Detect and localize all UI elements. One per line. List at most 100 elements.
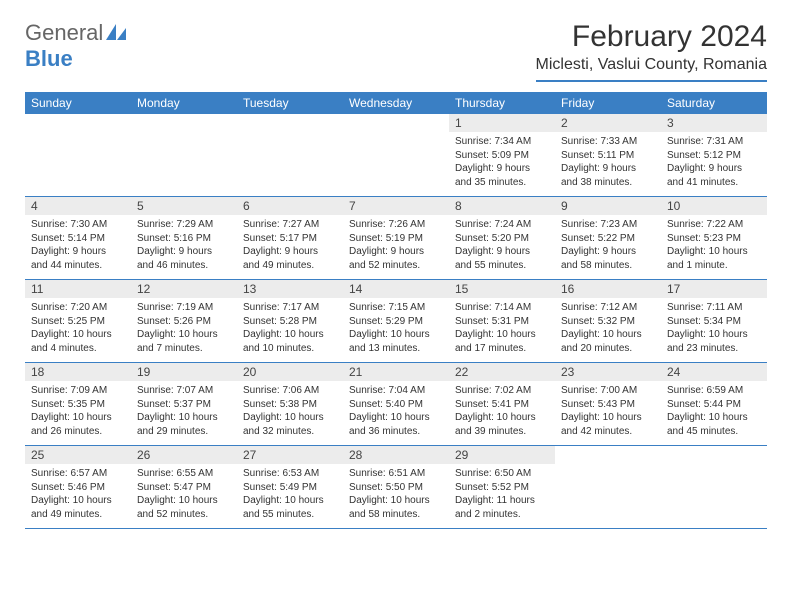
calendar-empty xyxy=(661,446,767,529)
calendar-day: 28Sunrise: 6:51 AMSunset: 5:50 PMDayligh… xyxy=(343,446,449,529)
calendar-day: 20Sunrise: 7:06 AMSunset: 5:38 PMDayligh… xyxy=(237,363,343,446)
calendar-day: 17Sunrise: 7:11 AMSunset: 5:34 PMDayligh… xyxy=(661,280,767,363)
day-number: 16 xyxy=(555,280,661,298)
calendar-empty xyxy=(25,114,131,197)
day-details: Sunrise: 7:09 AMSunset: 5:35 PMDaylight:… xyxy=(25,381,131,441)
day-details: Sunrise: 7:17 AMSunset: 5:28 PMDaylight:… xyxy=(237,298,343,358)
day-number: 25 xyxy=(25,446,131,464)
day-number: 1 xyxy=(449,114,555,132)
day-details: Sunrise: 7:34 AMSunset: 5:09 PMDaylight:… xyxy=(449,132,555,192)
day-details: Sunrise: 6:50 AMSunset: 5:52 PMDaylight:… xyxy=(449,464,555,524)
weekday-header: Sunday xyxy=(25,92,131,114)
calendar-row: 11Sunrise: 7:20 AMSunset: 5:25 PMDayligh… xyxy=(25,280,767,363)
weekday-header: Friday xyxy=(555,92,661,114)
logo-part2: Blue xyxy=(25,46,73,71)
calendar-body: 1Sunrise: 7:34 AMSunset: 5:09 PMDaylight… xyxy=(25,114,767,529)
header: General Blue February 2024 Miclesti, Vas… xyxy=(25,20,767,82)
day-number: 21 xyxy=(343,363,449,381)
day-details: Sunrise: 7:11 AMSunset: 5:34 PMDaylight:… xyxy=(661,298,767,358)
day-number: 8 xyxy=(449,197,555,215)
day-number: 6 xyxy=(237,197,343,215)
day-number: 19 xyxy=(131,363,237,381)
day-details: Sunrise: 6:59 AMSunset: 5:44 PMDaylight:… xyxy=(661,381,767,441)
logo: General Blue xyxy=(25,20,126,72)
calendar-row: 25Sunrise: 6:57 AMSunset: 5:46 PMDayligh… xyxy=(25,446,767,529)
day-details: Sunrise: 7:27 AMSunset: 5:17 PMDaylight:… xyxy=(237,215,343,275)
calendar-day: 8Sunrise: 7:24 AMSunset: 5:20 PMDaylight… xyxy=(449,197,555,280)
calendar-day: 15Sunrise: 7:14 AMSunset: 5:31 PMDayligh… xyxy=(449,280,555,363)
calendar-day: 12Sunrise: 7:19 AMSunset: 5:26 PMDayligh… xyxy=(131,280,237,363)
day-details: Sunrise: 6:51 AMSunset: 5:50 PMDaylight:… xyxy=(343,464,449,524)
day-number: 2 xyxy=(555,114,661,132)
day-number: 15 xyxy=(449,280,555,298)
weekday-header: Wednesday xyxy=(343,92,449,114)
day-details: Sunrise: 7:00 AMSunset: 5:43 PMDaylight:… xyxy=(555,381,661,441)
day-number: 27 xyxy=(237,446,343,464)
calendar-day: 18Sunrise: 7:09 AMSunset: 5:35 PMDayligh… xyxy=(25,363,131,446)
calendar-head: SundayMondayTuesdayWednesdayThursdayFrid… xyxy=(25,92,767,114)
calendar-day: 14Sunrise: 7:15 AMSunset: 5:29 PMDayligh… xyxy=(343,280,449,363)
calendar-day: 10Sunrise: 7:22 AMSunset: 5:23 PMDayligh… xyxy=(661,197,767,280)
day-number: 10 xyxy=(661,197,767,215)
day-details: Sunrise: 7:29 AMSunset: 5:16 PMDaylight:… xyxy=(131,215,237,275)
day-details: Sunrise: 7:33 AMSunset: 5:11 PMDaylight:… xyxy=(555,132,661,192)
day-details: Sunrise: 6:55 AMSunset: 5:47 PMDaylight:… xyxy=(131,464,237,524)
day-number: 17 xyxy=(661,280,767,298)
calendar-day: 11Sunrise: 7:20 AMSunset: 5:25 PMDayligh… xyxy=(25,280,131,363)
calendar-day: 6Sunrise: 7:27 AMSunset: 5:17 PMDaylight… xyxy=(237,197,343,280)
title-block: February 2024 Miclesti, Vaslui County, R… xyxy=(536,20,768,82)
location: Miclesti, Vaslui County, Romania xyxy=(536,56,768,82)
calendar-empty xyxy=(555,446,661,529)
calendar-row: 18Sunrise: 7:09 AMSunset: 5:35 PMDayligh… xyxy=(25,363,767,446)
day-number: 4 xyxy=(25,197,131,215)
day-details: Sunrise: 7:07 AMSunset: 5:37 PMDaylight:… xyxy=(131,381,237,441)
day-details: Sunrise: 7:30 AMSunset: 5:14 PMDaylight:… xyxy=(25,215,131,275)
weekday-row: SundayMondayTuesdayWednesdayThursdayFrid… xyxy=(25,92,767,114)
day-number: 18 xyxy=(25,363,131,381)
weekday-header: Thursday xyxy=(449,92,555,114)
day-number: 14 xyxy=(343,280,449,298)
day-number: 22 xyxy=(449,363,555,381)
day-number: 5 xyxy=(131,197,237,215)
logo-part1: General xyxy=(25,20,103,45)
calendar-day: 7Sunrise: 7:26 AMSunset: 5:19 PMDaylight… xyxy=(343,197,449,280)
day-number: 23 xyxy=(555,363,661,381)
calendar-day: 3Sunrise: 7:31 AMSunset: 5:12 PMDaylight… xyxy=(661,114,767,197)
day-details: Sunrise: 7:20 AMSunset: 5:25 PMDaylight:… xyxy=(25,298,131,358)
day-details: Sunrise: 7:22 AMSunset: 5:23 PMDaylight:… xyxy=(661,215,767,275)
calendar-row: 4Sunrise: 7:30 AMSunset: 5:14 PMDaylight… xyxy=(25,197,767,280)
calendar-day: 16Sunrise: 7:12 AMSunset: 5:32 PMDayligh… xyxy=(555,280,661,363)
calendar-day: 2Sunrise: 7:33 AMSunset: 5:11 PMDaylight… xyxy=(555,114,661,197)
calendar-day: 29Sunrise: 6:50 AMSunset: 5:52 PMDayligh… xyxy=(449,446,555,529)
day-number: 28 xyxy=(343,446,449,464)
month-title: February 2024 xyxy=(536,20,768,54)
day-details: Sunrise: 7:19 AMSunset: 5:26 PMDaylight:… xyxy=(131,298,237,358)
calendar-day: 9Sunrise: 7:23 AMSunset: 5:22 PMDaylight… xyxy=(555,197,661,280)
calendar-day: 22Sunrise: 7:02 AMSunset: 5:41 PMDayligh… xyxy=(449,363,555,446)
day-number: 24 xyxy=(661,363,767,381)
calendar-empty xyxy=(343,114,449,197)
calendar-row: 1Sunrise: 7:34 AMSunset: 5:09 PMDaylight… xyxy=(25,114,767,197)
day-details: Sunrise: 7:02 AMSunset: 5:41 PMDaylight:… xyxy=(449,381,555,441)
day-details: Sunrise: 7:12 AMSunset: 5:32 PMDaylight:… xyxy=(555,298,661,358)
calendar-day: 19Sunrise: 7:07 AMSunset: 5:37 PMDayligh… xyxy=(131,363,237,446)
calendar-day: 23Sunrise: 7:00 AMSunset: 5:43 PMDayligh… xyxy=(555,363,661,446)
calendar-day: 26Sunrise: 6:55 AMSunset: 5:47 PMDayligh… xyxy=(131,446,237,529)
calendar-grid: SundayMondayTuesdayWednesdayThursdayFrid… xyxy=(25,92,767,529)
day-details: Sunrise: 7:24 AMSunset: 5:20 PMDaylight:… xyxy=(449,215,555,275)
calendar-empty xyxy=(237,114,343,197)
day-number: 13 xyxy=(237,280,343,298)
day-number: 11 xyxy=(25,280,131,298)
day-details: Sunrise: 6:57 AMSunset: 5:46 PMDaylight:… xyxy=(25,464,131,524)
day-number: 12 xyxy=(131,280,237,298)
calendar-day: 1Sunrise: 7:34 AMSunset: 5:09 PMDaylight… xyxy=(449,114,555,197)
calendar-day: 4Sunrise: 7:30 AMSunset: 5:14 PMDaylight… xyxy=(25,197,131,280)
calendar-day: 13Sunrise: 7:17 AMSunset: 5:28 PMDayligh… xyxy=(237,280,343,363)
day-details: Sunrise: 7:04 AMSunset: 5:40 PMDaylight:… xyxy=(343,381,449,441)
day-details: Sunrise: 7:31 AMSunset: 5:12 PMDaylight:… xyxy=(661,132,767,192)
calendar-empty xyxy=(131,114,237,197)
day-details: Sunrise: 7:26 AMSunset: 5:19 PMDaylight:… xyxy=(343,215,449,275)
day-details: Sunrise: 7:23 AMSunset: 5:22 PMDaylight:… xyxy=(555,215,661,275)
day-number: 9 xyxy=(555,197,661,215)
day-details: Sunrise: 6:53 AMSunset: 5:49 PMDaylight:… xyxy=(237,464,343,524)
